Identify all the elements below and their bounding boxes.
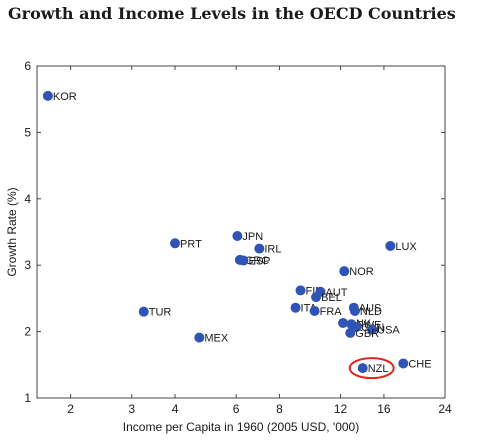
y-axis-label: Growth Rate (%) bbox=[5, 187, 19, 276]
data-point-fin bbox=[295, 285, 306, 296]
x-tick-label: 4 bbox=[172, 402, 179, 416]
x-tick-label: 2 bbox=[67, 402, 74, 416]
point-label-tur: TUR bbox=[149, 307, 172, 319]
data-point-nld bbox=[349, 306, 360, 317]
data-point-jpn bbox=[232, 230, 243, 241]
x-tick-label: 16 bbox=[377, 402, 391, 416]
data-point-nor bbox=[339, 266, 350, 277]
data-point-prt bbox=[170, 238, 181, 249]
data-point-tur bbox=[138, 306, 149, 317]
data-point-ita bbox=[290, 302, 301, 313]
y-tick-label: 3 bbox=[24, 258, 31, 272]
point-label-kor: KOR bbox=[53, 91, 77, 103]
data-point-che bbox=[398, 358, 409, 369]
data-point-fra bbox=[309, 306, 320, 317]
y-tick-label: 6 bbox=[24, 59, 31, 73]
data-point-lux bbox=[385, 240, 396, 251]
y-tick-label: 2 bbox=[24, 325, 31, 339]
data-point-esp bbox=[238, 255, 249, 266]
point-label-lux: LUX bbox=[395, 241, 417, 253]
data-point-bel bbox=[311, 292, 322, 303]
highlight-ring bbox=[348, 357, 395, 380]
x-axis-label: Income per Capita in 1960 (2005 USD, '00… bbox=[123, 420, 359, 434]
point-label-esp: ESP bbox=[248, 256, 270, 268]
chart-title: Growth and Income Levels in the OECD Cou… bbox=[8, 4, 456, 23]
point-label-prt: PRT bbox=[180, 238, 202, 250]
data-point-irl bbox=[254, 243, 265, 254]
data-point-mex bbox=[194, 332, 205, 343]
point-label-usa: USA bbox=[377, 325, 400, 337]
point-label-nzl: NZL bbox=[368, 363, 389, 375]
y-tick-label: 4 bbox=[24, 192, 31, 206]
x-tick-label: 8 bbox=[276, 402, 283, 416]
point-label-nld: NLD bbox=[360, 306, 382, 318]
point-label-aut: AUT bbox=[325, 287, 347, 299]
y-tick-label: 5 bbox=[24, 125, 31, 139]
point-label-nor: NOR bbox=[349, 266, 374, 278]
point-label-grc: GRC bbox=[245, 255, 270, 267]
point-label-mex: MEX bbox=[204, 333, 229, 345]
y-axis: 1 2 3 4 5 6 bbox=[24, 59, 445, 405]
data-point-usa bbox=[367, 324, 378, 335]
data-point-dnk bbox=[338, 317, 349, 328]
point-label-fra: FRA bbox=[320, 306, 343, 318]
x-tick-label: 12 bbox=[334, 402, 348, 416]
point-label-bel: BEL bbox=[321, 292, 342, 304]
point-label-che: CHE bbox=[408, 358, 431, 370]
y-tick-label: 1 bbox=[24, 391, 31, 405]
point-label-irl: IRL bbox=[264, 244, 281, 256]
point-label-aus: AUS bbox=[359, 303, 382, 315]
point-label-jpn: JPN bbox=[242, 231, 263, 243]
data-point-kor bbox=[42, 90, 53, 101]
x-tick-label: 6 bbox=[233, 402, 240, 416]
point-label-gbr: GBR bbox=[355, 328, 379, 340]
plot-frame bbox=[36, 65, 446, 399]
x-axis: 2 3 4 6 8 12 16 24 bbox=[67, 66, 452, 416]
x-tick-label: 24 bbox=[438, 402, 452, 416]
data-point-nzl bbox=[357, 363, 368, 374]
x-tick-label: 3 bbox=[128, 402, 135, 416]
data-point-gbr bbox=[345, 327, 356, 338]
